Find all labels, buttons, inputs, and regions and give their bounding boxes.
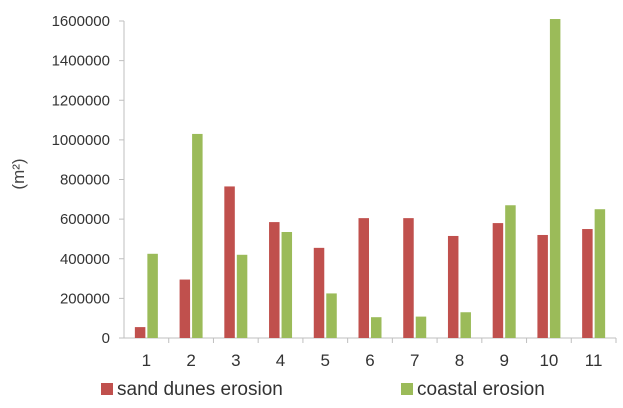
legend-swatch-coastal <box>401 383 413 395</box>
x-axis-ticks: 1 2 3 4 5 6 7 8 9 10 11 <box>142 338 617 370</box>
x-tick-label: 11 <box>585 351 603 370</box>
bar-coastal-6 <box>371 317 382 338</box>
bar-coastal-9 <box>505 205 516 338</box>
y-tick-label: 0 <box>102 330 110 347</box>
bar-sand-dunes-1 <box>134 327 146 338</box>
bar-sand-dunes-10 <box>537 234 548 338</box>
x-tick-label: 10 <box>539 351 558 370</box>
x-tick-label: 9 <box>499 351 508 370</box>
legend-label-sand-dunes: sand dunes erosion <box>117 379 283 400</box>
bar-coastal-7 <box>415 316 427 338</box>
bar-coastal-10 <box>549 19 561 339</box>
y-tick-label: 1000000 <box>52 132 110 149</box>
y-tick-label: 1200000 <box>52 92 110 109</box>
y-axis-ticks: 0 200000 400000 600000 800000 1000000 1200000 1… <box>52 13 124 347</box>
y-tick-label: 400000 <box>60 251 110 268</box>
legend-swatch-sand-dunes <box>101 383 113 395</box>
bars-group <box>134 19 606 339</box>
bar-coastal-5 <box>326 293 337 338</box>
y-tick-label: 800000 <box>60 172 110 189</box>
x-tick-label: 7 <box>410 351 419 370</box>
y-tick-label: 200000 <box>60 290 110 307</box>
x-tick-label: 4 <box>276 351 285 370</box>
bar-sand-dunes-2 <box>179 279 191 338</box>
x-tick-label: 1 <box>142 351 151 370</box>
x-tick-label: 8 <box>455 351 464 370</box>
bar-coastal-11 <box>594 209 606 338</box>
bar-coastal-4 <box>281 232 293 338</box>
bar-sand-dunes-11 <box>582 229 593 338</box>
bar-sand-dunes-4 <box>269 222 280 338</box>
bar-sand-dunes-9 <box>492 223 504 338</box>
y-axis-label: (m²) <box>9 158 28 189</box>
x-tick-label: 5 <box>321 351 330 370</box>
bar-coastal-8 <box>460 312 471 338</box>
x-tick-label: 3 <box>231 351 240 370</box>
bar-sand-dunes-5 <box>313 247 325 338</box>
bar-coastal-3 <box>236 254 248 338</box>
bar-sand-dunes-3 <box>224 186 235 338</box>
bar-coastal-2 <box>192 133 203 338</box>
legend-label-coastal: coastal erosion <box>417 379 545 400</box>
x-tick-label: 6 <box>365 351 374 370</box>
bar-sand-dunes-7 <box>403 218 414 338</box>
bar-sand-dunes-6 <box>358 218 369 338</box>
y-tick-label: 1400000 <box>52 53 110 70</box>
bar-sand-dunes-8 <box>447 235 459 338</box>
y-tick-label: 600000 <box>60 211 110 228</box>
legend: sand dunes erosion coastal erosion <box>101 379 545 400</box>
y-tick-label: 1600000 <box>52 13 110 30</box>
x-tick-label: 2 <box>186 351 195 370</box>
bar-coastal-1 <box>147 253 158 338</box>
